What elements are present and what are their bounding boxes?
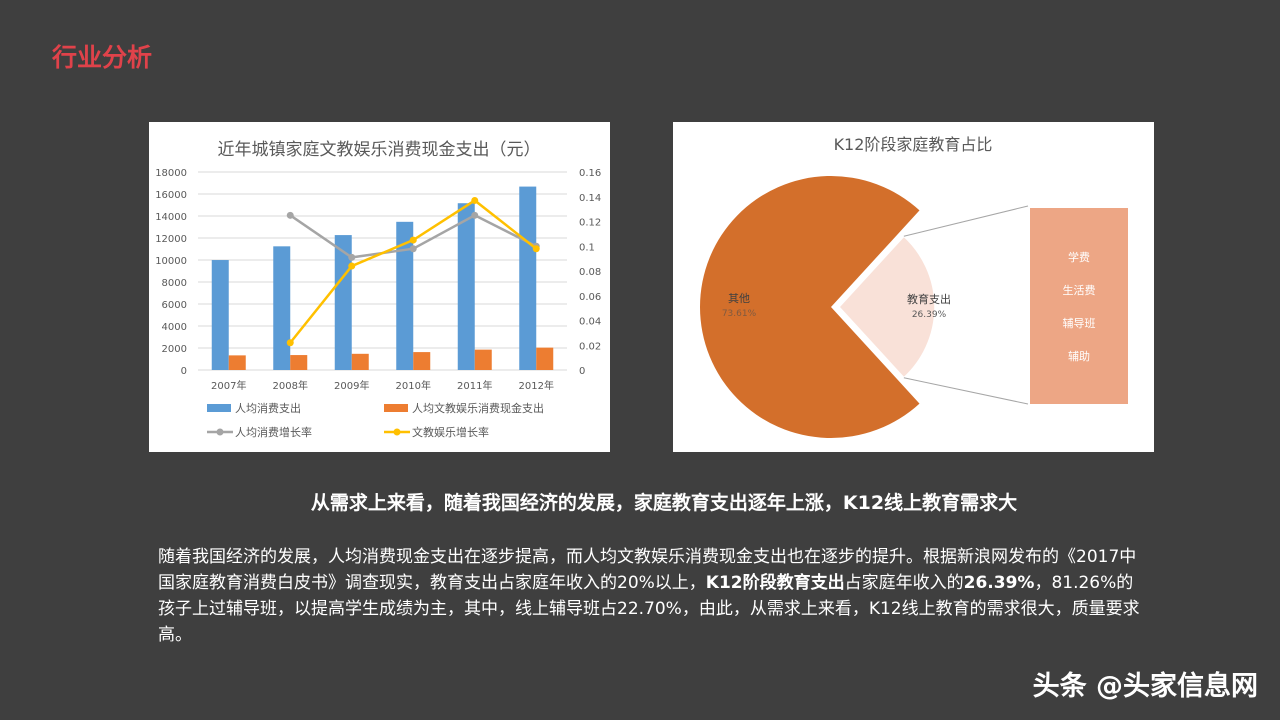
- bar-1: [290, 355, 308, 370]
- bar-0: [457, 203, 475, 370]
- legend-marker: [216, 428, 224, 436]
- chart-title: 近年城镇家庭文教娱乐消费现金支出（元）: [218, 140, 541, 160]
- body-text: ，81.26%的孩子上过辅导班，以提高学生成绩为主，其中，线上辅导班占22.70…: [158, 573, 1140, 645]
- y-tick-label: 2000: [162, 344, 187, 355]
- line-point: [286, 339, 294, 347]
- line-point: [286, 211, 294, 219]
- x-tick-label: 2008年: [273, 379, 308, 392]
- bar-1: [351, 353, 369, 370]
- y-tick-label: 8000: [162, 278, 187, 289]
- breakdown-label: 辅助: [1068, 349, 1090, 363]
- body-paragraph: 随着我国经济的发展，人均消费现金支出在逐步提高，而人均文教娱乐消费现金支出也在逐…: [158, 544, 1148, 648]
- pie-slice-other: [700, 176, 920, 439]
- body-bold: 26.39%: [963, 573, 1035, 593]
- y2-tick-label: 0.12: [579, 218, 601, 229]
- bar-1: [536, 347, 554, 370]
- connector-line: [903, 377, 1029, 405]
- y-tick-label: 14000: [155, 212, 187, 223]
- breakdown-bar: [1030, 208, 1128, 404]
- y-tick-label: 6000: [162, 300, 187, 311]
- bar-0: [334, 235, 352, 370]
- y2-tick-label: 0.04: [579, 317, 601, 328]
- y2-tick-label: 0.06: [579, 292, 601, 303]
- line-point: [471, 196, 479, 204]
- chart-title: K12阶段家庭教育占比: [834, 135, 993, 154]
- slice-pct: 26.39%: [912, 310, 947, 320]
- bar-1: [474, 349, 492, 370]
- slice-label: 教育支出: [907, 292, 951, 306]
- legend-label: 人均消费增长率: [235, 425, 312, 439]
- x-tick-label: 2010年: [396, 379, 431, 392]
- slice-pct: 73.61%: [722, 309, 757, 319]
- y2-tick-label: 0.16: [579, 168, 601, 179]
- slice-label: 其他: [728, 292, 750, 305]
- y-tick-label: 4000: [162, 322, 187, 333]
- body-text: 随着我国经济的发展，人均消费现金支出在逐步提高，而人均文教娱乐消费现金支出也在逐…: [158, 547, 1137, 593]
- legend-label: 人均文教娱乐消费现金支出: [412, 401, 544, 415]
- y2-tick-label: 0.08: [579, 267, 601, 278]
- y-tick-label: 12000: [155, 234, 187, 245]
- x-tick-label: 2007年: [211, 379, 246, 392]
- bar-0: [519, 186, 537, 370]
- bar-line-chart: 近年城镇家庭文教娱乐消费现金支出（元） 0 2000 4000 6000 8000 1000…: [155, 140, 601, 439]
- line-point: [409, 236, 417, 244]
- bar-0: [396, 221, 414, 370]
- y-tick-label: 18000: [155, 168, 187, 179]
- line-point: [409, 245, 417, 253]
- bar-0: [273, 246, 291, 370]
- line-point: [471, 211, 479, 219]
- pie-chart-panel: K12阶段家庭教育占比学费生活费辅导班辅助 其他 73.61% 教育支出 26.39%: [673, 122, 1154, 452]
- y2-tick-label: 0.02: [579, 341, 601, 352]
- x-tick-label: 2012年: [519, 379, 554, 392]
- body-bold: K12阶段教育支出: [705, 573, 845, 593]
- x-tick-label: 2009年: [334, 379, 369, 392]
- breakdown-label: 辅导班: [1063, 316, 1096, 330]
- bar-line-chart-panel: 近年城镇家庭文教娱乐消费现金支出（元） 0 2000 4000 6000 8000 1000…: [149, 122, 610, 452]
- y2-tick-label: 0: [579, 366, 585, 377]
- line-point: [348, 262, 356, 270]
- body-text: 占家庭年收入的: [844, 573, 964, 593]
- y-tick-label: 16000: [155, 190, 187, 201]
- y2-tick-label: 0.14: [579, 193, 601, 204]
- y-tick-label: 0: [181, 366, 187, 377]
- slide-title: 行业分析: [52, 43, 153, 72]
- legend-swatch: [384, 404, 408, 412]
- line-point: [348, 253, 356, 261]
- headline: 从需求上来看，随着我国经济的发展，家庭教育支出逐年上涨，K12线上教育需求大: [310, 492, 1018, 514]
- bar-1: [228, 355, 246, 370]
- y-tick-label: 10000: [155, 256, 187, 267]
- y2-tick-label: 0.1: [579, 242, 595, 253]
- pie-slice-education: [837, 235, 936, 379]
- watermark: 头条 @头家信息网: [1032, 671, 1258, 702]
- legend-marker: [393, 428, 401, 436]
- x-tick-label: 2011年: [457, 379, 492, 392]
- legend-label: 人均消费支出: [235, 401, 301, 415]
- bar-0: [211, 260, 229, 370]
- legend-label: 文教娱乐增长率: [412, 425, 489, 439]
- line-point: [532, 245, 540, 253]
- legend-swatch: [207, 404, 231, 412]
- connector-line: [903, 205, 1029, 237]
- bar-1: [413, 352, 431, 370]
- breakdown-label: 生活费: [1063, 283, 1096, 297]
- breakdown-label: 学费: [1068, 250, 1090, 264]
